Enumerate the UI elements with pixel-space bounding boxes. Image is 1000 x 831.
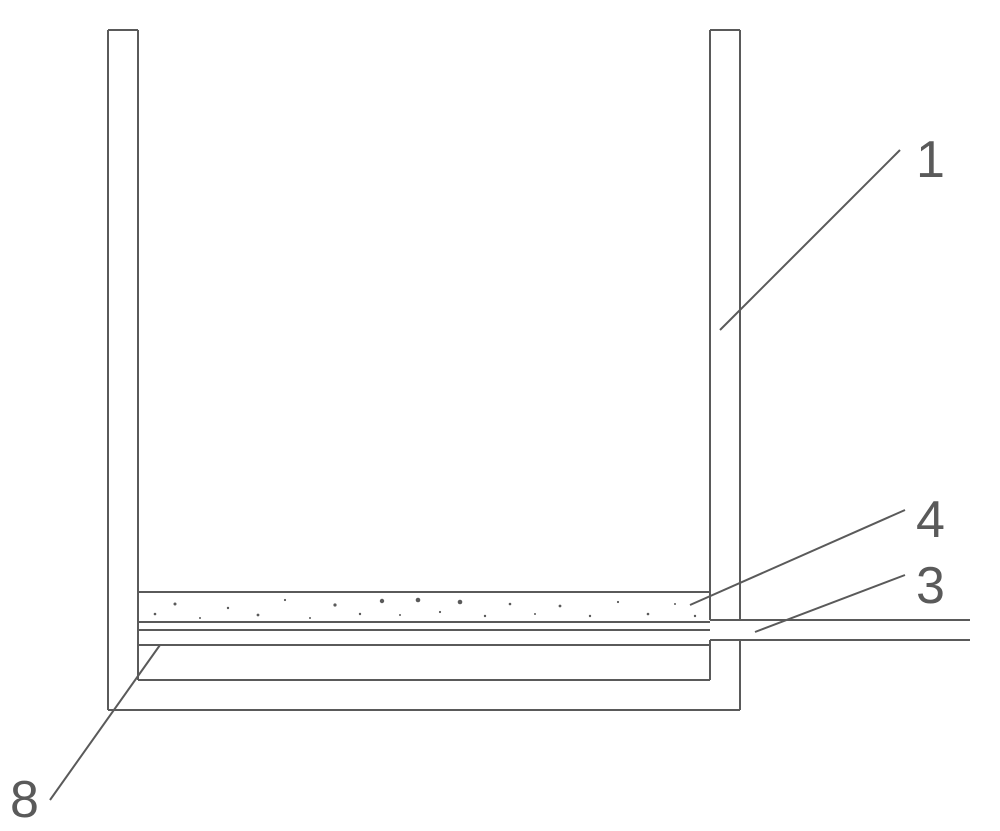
label-3: 3 bbox=[916, 556, 945, 616]
label-1: 1 bbox=[916, 130, 945, 190]
diagram-svg bbox=[0, 0, 1000, 831]
label-8: 8 bbox=[10, 770, 39, 830]
label-4: 4 bbox=[916, 490, 945, 550]
